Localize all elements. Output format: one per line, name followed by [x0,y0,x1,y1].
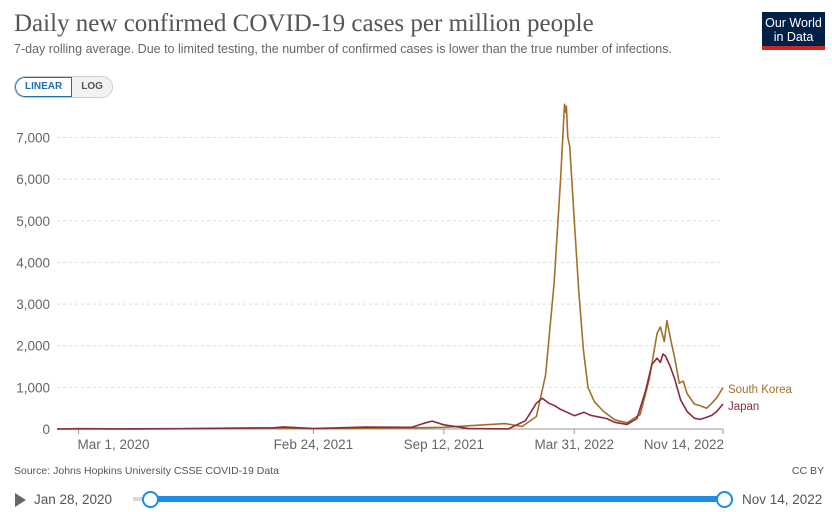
timeline-start-handle[interactable] [142,491,159,508]
source-note: Source: Johns Hopkins University CSSE CO… [14,465,279,477]
timeline-end-handle[interactable] [716,491,733,508]
series-label: South Korea [728,384,793,396]
license-link[interactable]: CC BY [791,465,824,477]
y-tick-label: 6,000 [16,172,50,187]
chart-subtitle: 7-day rolling average. Due to limited te… [14,42,672,56]
y-tick-label: 7,000 [16,130,50,145]
x-tick-label: Sep 12, 2021 [404,437,484,452]
series-line-south-korea [56,103,724,430]
timeline: Jan 28, 2020 Nov 14, 2022 [0,486,832,512]
y-tick-label: 4,000 [16,255,50,270]
chart-title: Daily new confirmed COVID-19 cases per m… [14,10,594,37]
timeline-range-fill [150,496,724,502]
y-tick-label: 5,000 [16,214,50,229]
owid-logo[interactable]: Our World in Data [762,12,825,50]
line-chart: 0 1,000 2,000 3,000 4,000 5,000 6,000 7,000 Mar … [16,103,793,452]
series-label: Japan [728,401,759,413]
play-icon[interactable] [15,493,26,507]
x-tick-label: Feb 24, 2021 [274,437,354,452]
y-tick-label: 3,000 [16,297,50,312]
x-tick-label: Mar 1, 2020 [78,437,150,452]
y-tick-label: 2,000 [16,339,50,354]
series-line-japan [57,353,724,430]
x-tick-label: Mar 31, 2022 [534,437,614,452]
y-tick-label: 0 [42,422,50,437]
timeline-start-label: Jan 28, 2020 [34,492,113,507]
linear-scale-button[interactable]: LINEAR [15,77,73,97]
log-scale-button[interactable]: LOG [72,77,112,97]
scale-toggle: LINEAR LOG [14,76,113,98]
y-tick-label: 1,000 [16,380,50,395]
timeline-end-label: Nov 14, 2022 [742,492,823,507]
x-tick-label: Nov 14, 2022 [644,437,724,452]
